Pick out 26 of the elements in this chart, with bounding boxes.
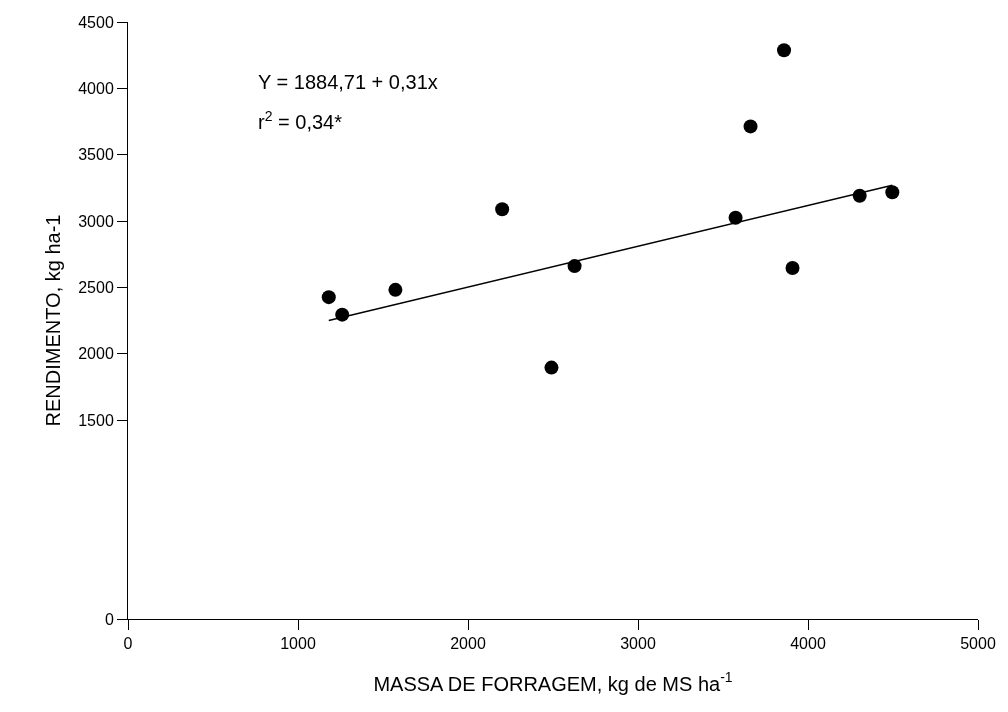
y-tick-label: 3000 [78, 212, 114, 230]
x-tick-label: 2000 [450, 635, 486, 653]
y-tick-label: 4500 [78, 13, 114, 31]
y-tick-label: 4000 [78, 79, 114, 97]
x-tick-label: 1000 [280, 635, 316, 653]
y-tick-label: 3500 [78, 146, 114, 164]
y-tick-label: 0 [104, 610, 114, 628]
y-tick-label: 2500 [78, 278, 114, 296]
x-tick-label: 5000 [960, 635, 996, 653]
point [885, 185, 900, 200]
point [743, 119, 758, 134]
point [495, 202, 510, 217]
y-tick-label: 2000 [78, 345, 114, 363]
y-axis-title: RENDIMENTO, kg ha-1 [41, 214, 64, 427]
x-tick-label: 4000 [790, 635, 826, 653]
point [544, 360, 559, 375]
point [321, 290, 336, 305]
y-tick-label: 1500 [78, 411, 114, 429]
x-axis-title: MASSA DE FORRAGEM, kg de MS ha$^{-1}$ [373, 669, 733, 695]
annotation: r$^{2}$ = 0,34* [258, 108, 343, 134]
annotation: Y = 1884,71 + 0,31x [258, 71, 438, 93]
point [388, 282, 403, 297]
x-tick-label: 0 [123, 635, 133, 653]
point [785, 260, 800, 275]
point [777, 43, 792, 58]
x-tick-label: 3000 [620, 635, 656, 653]
